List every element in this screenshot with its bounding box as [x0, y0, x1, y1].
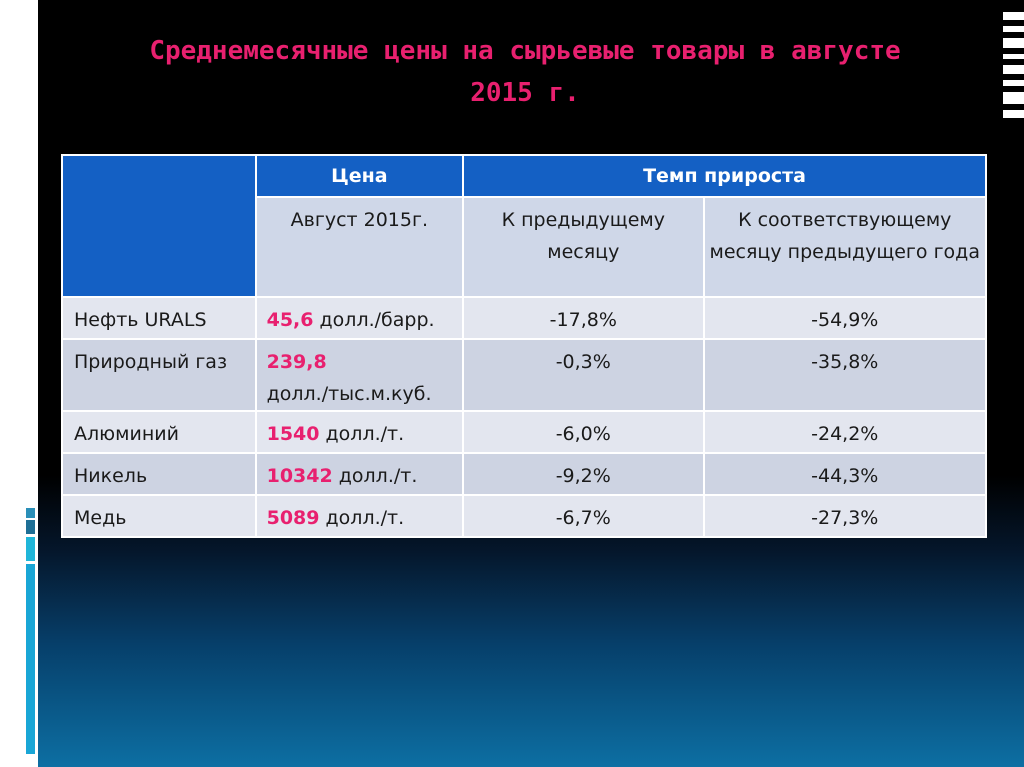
price-value: 10342 [266, 465, 333, 487]
commodity-name: Алюминий [61, 410, 257, 454]
price-value: 239,8 [266, 351, 327, 373]
table-row: Природный газ 239,8 долл./тыс.м.куб. -0,3… [61, 338, 987, 412]
header-growth: Темп прироста [462, 154, 987, 198]
prev-year-change: -27,3% [702, 494, 987, 538]
price-unit: долл./т. [325, 507, 405, 529]
prev-month-change: -0,3% [462, 338, 705, 412]
prev-month-change: -6,7% [462, 494, 705, 538]
strip-accent-1 [26, 508, 35, 518]
left-decoration-strip [0, 0, 38, 767]
price-cell: 1540 долл./т. [254, 410, 465, 454]
price-unit: долл./тыс.м.куб. [266, 383, 432, 405]
prev-month-change: -17,8% [462, 296, 705, 340]
strip-accent-2 [26, 520, 35, 534]
price-cell: 45,6 долл./барр. [254, 296, 465, 340]
prev-year-change: -35,8% [702, 338, 987, 412]
subheader-prev-year: К соответствующему месяцу предыдущего го… [702, 196, 987, 298]
price-cell: 10342 долл./т. [254, 452, 465, 496]
subheader-price-period: Август 2015г. [254, 196, 465, 298]
price-value: 5089 [266, 507, 320, 529]
price-cell: 239,8 долл./тыс.м.куб. [254, 338, 465, 412]
strip-accent-3 [26, 537, 35, 561]
title-line-1: Среднемесячные цены на сырьевые товары в… [149, 36, 901, 66]
price-unit: долл./т. [338, 465, 418, 487]
subheader-prev-month: К предыдущему месяцу [462, 196, 705, 298]
table-row: Алюминий 1540 долл./т. -6,0% -24,2% [61, 410, 987, 454]
commodity-name: Нефть URALS [61, 296, 257, 340]
prev-year-change: -54,9% [702, 296, 987, 340]
price-value: 1540 [266, 423, 320, 445]
price-cell: 5089 долл./т. [254, 494, 465, 538]
table-row: Медь 5089 долл./т. -6,7% -27,3% [61, 494, 987, 538]
header-price: Цена [254, 154, 465, 198]
table-corner-cell [61, 154, 257, 298]
slide-title: Среднемесячные цены на сырьевые товары в… [60, 30, 990, 114]
commodity-name: Никель [61, 452, 257, 496]
table-row: Нефть URALS 45,6 долл./барр. -17,8% -54,… [61, 296, 987, 340]
title-line-2: 2015 г. [470, 78, 580, 108]
strip-accent-4 [26, 564, 35, 754]
prev-month-change: -6,0% [462, 410, 705, 454]
commodity-price-table: Цена Темп прироста Август 2015г. К преды… [61, 154, 987, 538]
commodity-name: Природный газ [61, 338, 257, 412]
price-unit: долл./барр. [319, 309, 435, 331]
price-value: 45,6 [266, 309, 314, 331]
table-row: Никель 10342 долл./т. -9,2% -44,3% [61, 452, 987, 496]
corner-decoration [1003, 12, 1024, 122]
prev-year-change: -24,2% [702, 410, 987, 454]
prev-year-change: -44,3% [702, 452, 987, 496]
price-unit: долл./т. [325, 423, 405, 445]
prev-month-change: -9,2% [462, 452, 705, 496]
commodity-name: Медь [61, 494, 257, 538]
